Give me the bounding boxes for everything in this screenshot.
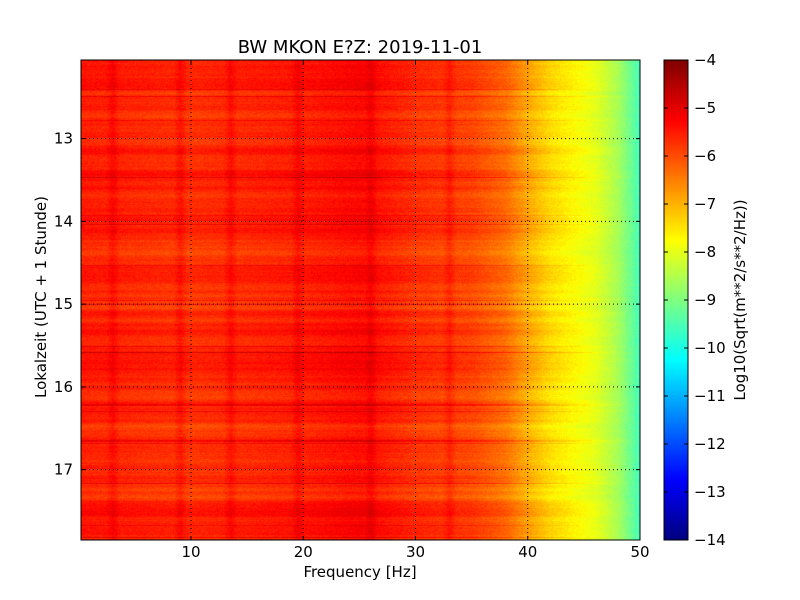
x-tick-label: 40 (518, 543, 537, 561)
colorbar-tick-label: −6 (694, 147, 716, 165)
y-tick-label: 14 (54, 212, 73, 230)
colorbar-tick-label: −8 (694, 243, 716, 261)
spectrogram-image (81, 60, 640, 540)
plot-frame (80, 59, 641, 541)
colorbar-axis: −4 −5 −6 −7 −8 −9 −10 −11 −12 −13 −14 (664, 51, 726, 549)
colorbar-tick-label: −5 (694, 99, 716, 117)
colorbar-tick-label: −13 (694, 483, 726, 501)
grid (81, 60, 640, 540)
y-axis-label: Lokalzeit (UTC + 1 Stunde) (32, 196, 50, 398)
x-tick-label: 30 (406, 543, 425, 561)
y-tick-label: 13 (54, 130, 73, 148)
colorbar-tick-label: −7 (694, 195, 716, 213)
x-tick-label: 10 (181, 543, 200, 561)
y-tick-label: 16 (54, 378, 73, 396)
colorbar-tick-label: −10 (694, 339, 726, 357)
colorbar-tick-label: −12 (694, 435, 726, 453)
chart-title: BW MKON E?Z: 2019-11-01 (238, 37, 483, 58)
colorbar-tick-label: −11 (694, 387, 726, 405)
colorbar-label: Log10(Sqrt(m**2/s**2/Hz)) (731, 199, 749, 400)
x-axis-label: Frequency [Hz] (303, 563, 416, 581)
y-tick-label: 17 (54, 461, 73, 479)
x-tick-label: 50 (630, 543, 649, 561)
colorbar-tick-label: −14 (694, 531, 726, 549)
x-tick-label: 20 (294, 543, 313, 561)
x-axis: 10 20 30 40 50 (181, 60, 650, 561)
y-axis: 13 14 15 16 17 (54, 130, 640, 479)
colorbar-tick-label: −4 (694, 51, 716, 69)
colorbar-tick-label: −9 (694, 291, 716, 309)
y-tick-label: 15 (54, 295, 73, 313)
